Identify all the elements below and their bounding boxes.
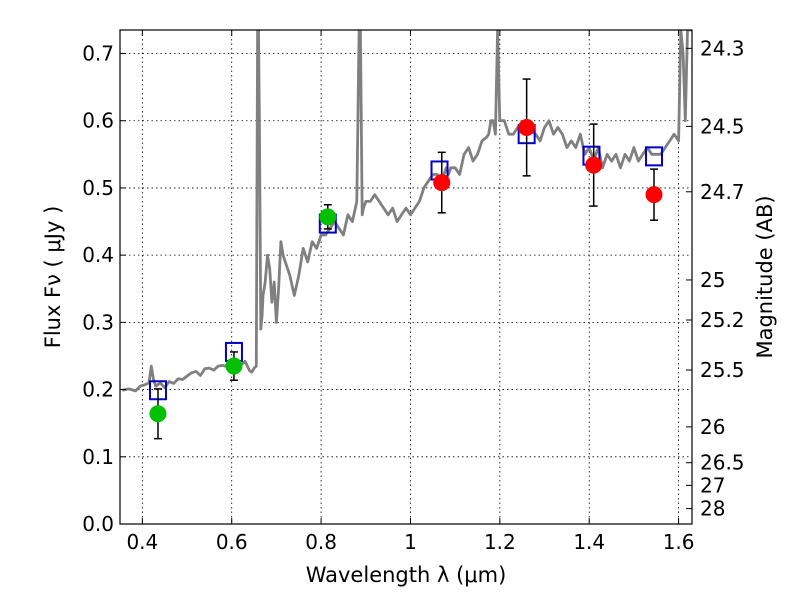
y2-tick-label: 25.5 [700,358,745,382]
model-photometry-square [645,146,664,167]
x-tick-label: 1 [404,530,417,554]
y-tick-label: 0.7 [82,42,114,66]
y2-tick-label: 24.5 [700,114,745,138]
y-tick-label: 0.1 [82,445,114,469]
x-tick-label: 1.4 [573,530,605,554]
x-axis-label: Wavelength λ (μm) [306,563,507,587]
observed-point [149,405,167,423]
observed-point [225,357,243,375]
axes-frame [119,29,693,525]
y2-tick-label: 24.3 [700,36,745,60]
y-tick-label: 0.0 [82,512,114,536]
y-tick-label: 0.6 [82,109,114,133]
y-tick-label: 0.5 [82,176,114,200]
y2-tick-label: 26.5 [700,451,745,475]
spectrum-line [121,30,692,393]
x-tick-label: 0.4 [126,530,158,554]
y2-tick-label: 25 [700,268,725,292]
y-tick-label: 0.4 [82,243,114,267]
x-tick-label: 1.2 [484,530,516,554]
y-axis-label: Flux Fν ( μJy ) [41,206,65,349]
x-tick-label: 0.6 [216,530,248,554]
observed-point [585,156,603,174]
y2-tick-label: 26 [700,415,725,439]
x-tick-label: 0.8 [305,530,337,554]
y2-tick-label: 25.2 [700,308,745,332]
observed-point [433,174,451,192]
y2-tick-label: 27 [700,473,725,497]
plot-area [121,30,692,440]
y2-tick-label: 28 [700,497,725,521]
axis-ticks: 0.4 0.6 0.8 1 1.2 1.4 1.6 0.0 0.1 0.2 0.3 0.4 0.5 0.6… [82,30,745,554]
observed-point [645,186,663,204]
grid-lines [120,30,692,525]
observed-point [518,118,536,136]
y-tick-label: 0.2 [82,378,114,402]
y-tick-label: 0.3 [82,310,114,334]
y2-tick-label: 24.7 [700,180,745,204]
x-tick-label: 1.6 [663,530,695,554]
y2-axis-label: Magnitude (AB) [753,195,777,358]
observed-point [319,208,337,226]
